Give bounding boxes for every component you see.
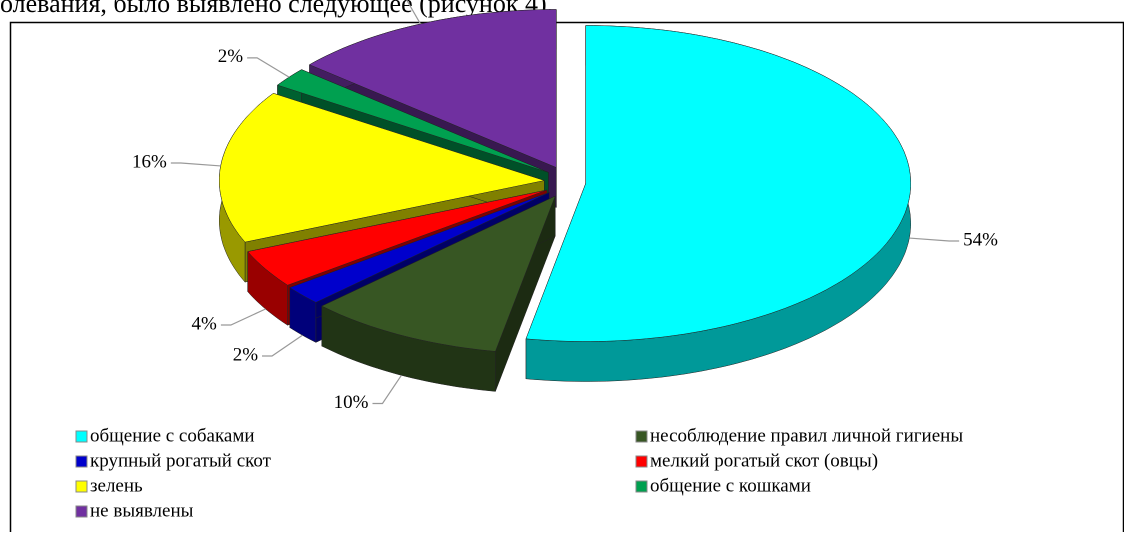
- legend-swatch: [75, 505, 88, 518]
- data-label: 14%: [355, 0, 390, 4]
- legend-swatch: [75, 455, 88, 468]
- legend-label: несоблюдение правил личной гигиены: [650, 425, 963, 446]
- leader-line: [247, 57, 290, 78]
- slice: [276, 69, 549, 173]
- leader-line: [220, 308, 266, 326]
- data-label: 10%: [334, 392, 369, 413]
- leader-line: [406, 0, 421, 25]
- slice: [321, 195, 556, 352]
- data-label: 2%: [218, 46, 244, 67]
- legend-label: общение с собаками: [90, 425, 255, 446]
- leader-line: [372, 374, 402, 405]
- legend-swatch: [635, 455, 648, 468]
- slice: [525, 25, 911, 342]
- legend-swatch: [635, 430, 648, 443]
- legend-label: мелкий рогатый скот (овцы): [650, 450, 878, 471]
- legend-label: зелень: [90, 475, 143, 496]
- data-label: 2%: [233, 344, 259, 365]
- legend-swatch: [75, 480, 88, 493]
- leader-line: [262, 334, 303, 357]
- legend-swatch: [75, 430, 88, 443]
- data-label: 54%: [963, 229, 998, 250]
- slice: [219, 93, 546, 243]
- data-label: 16%: [132, 151, 167, 172]
- slice: [308, 9, 557, 168]
- leader-line: [170, 162, 221, 167]
- leader-line: [909, 237, 960, 242]
- data-label: 4%: [192, 313, 218, 334]
- legend-label: не выявлены: [90, 500, 194, 521]
- legend-swatch: [635, 480, 648, 493]
- slice: [289, 192, 550, 303]
- legend-label: общение с кошками: [650, 475, 811, 496]
- legend-label: крупный рогатый скот: [90, 450, 272, 471]
- slice: [247, 189, 548, 286]
